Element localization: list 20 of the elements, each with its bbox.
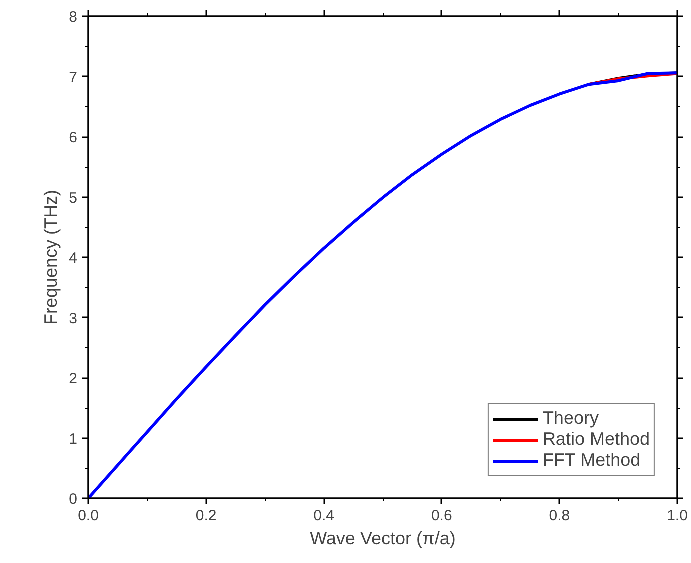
y-tick-label: 7	[69, 69, 78, 86]
y-tick-label: 1	[69, 430, 78, 448]
y-tick-label: 4	[69, 250, 78, 267]
x-tick-label: 0.0	[78, 508, 99, 524]
y-tick-label: 0	[69, 491, 78, 508]
x-tick-label: 0.8	[549, 508, 570, 524]
x-tick-label: 1.0	[667, 508, 688, 524]
x-tick-label: 0.4	[314, 508, 335, 524]
x-axis-title: Wave Vector (π/a)	[310, 528, 456, 548]
y-tick-label: 5	[69, 190, 78, 207]
y-tick-label: 8	[69, 9, 78, 26]
y-tick-label: 3	[69, 310, 78, 328]
y-axis-title: Frequency (THz)	[41, 190, 62, 326]
legend-label: Ratio Method	[542, 429, 650, 450]
y-tick-label: 6	[69, 130, 78, 146]
y-tick-label: 2	[69, 370, 78, 388]
legend-label: FFT Method	[542, 450, 641, 471]
legend-label: Theory	[542, 408, 599, 429]
x-tick-label: 0.2	[196, 508, 217, 524]
x-tick-label: 0.6	[431, 508, 452, 524]
